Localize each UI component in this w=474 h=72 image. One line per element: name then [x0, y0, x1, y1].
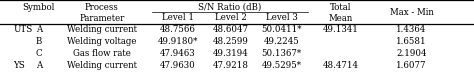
Text: Level 3: Level 3 — [266, 14, 297, 22]
Text: Level 1: Level 1 — [162, 14, 194, 22]
Text: 47.9630: 47.9630 — [160, 61, 196, 70]
Text: Max - Min: Max - Min — [390, 8, 433, 17]
Text: 50.1367*: 50.1367* — [262, 50, 301, 58]
Text: Level 2: Level 2 — [215, 14, 247, 22]
Text: 1.6077: 1.6077 — [396, 61, 427, 70]
Text: 49.2245: 49.2245 — [264, 38, 300, 47]
Text: Gas flow rate: Gas flow rate — [73, 50, 131, 58]
Text: YS: YS — [13, 61, 25, 70]
Text: 1.4364: 1.4364 — [396, 25, 427, 34]
Text: 1.6581: 1.6581 — [396, 38, 427, 47]
Text: A: A — [36, 61, 42, 70]
Text: 49.5295*: 49.5295* — [262, 61, 301, 70]
Text: C: C — [36, 50, 42, 58]
Text: S/N Ratio (dB): S/N Ratio (dB) — [198, 3, 261, 12]
Text: 47.9218: 47.9218 — [213, 61, 249, 70]
Text: 49.3194: 49.3194 — [213, 50, 249, 58]
Text: Welding current: Welding current — [67, 25, 137, 34]
Text: Process
Parameter: Process Parameter — [79, 3, 125, 23]
Text: Symbol: Symbol — [23, 3, 55, 12]
Text: 50.0411*: 50.0411* — [261, 25, 302, 34]
Text: 49.1341: 49.1341 — [322, 25, 358, 34]
Text: 47.9463: 47.9463 — [160, 50, 196, 58]
Text: UTS: UTS — [13, 25, 33, 34]
Text: 48.7566: 48.7566 — [160, 25, 196, 34]
Text: Welding current: Welding current — [67, 61, 137, 70]
Text: Total
Mean: Total Mean — [328, 3, 353, 23]
Text: A: A — [36, 25, 42, 34]
Text: 48.6047: 48.6047 — [213, 25, 249, 34]
Text: 49.9180*: 49.9180* — [157, 38, 198, 47]
Text: 48.4714: 48.4714 — [322, 61, 358, 70]
Text: Welding voltage: Welding voltage — [67, 38, 137, 47]
Text: B: B — [36, 38, 42, 47]
Text: 2.1904: 2.1904 — [396, 50, 427, 58]
Text: 48.2599: 48.2599 — [213, 38, 249, 47]
